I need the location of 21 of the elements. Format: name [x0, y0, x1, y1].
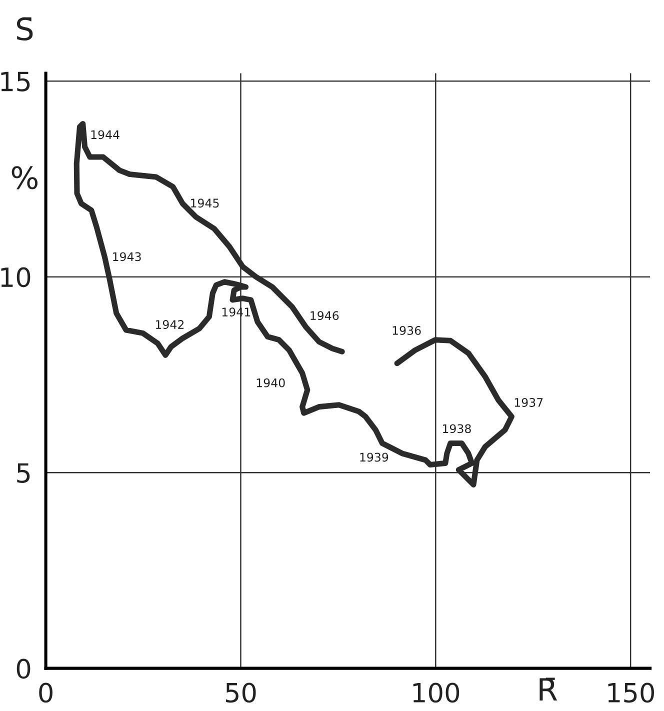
annotation: 1936 — [392, 326, 421, 335]
annotation: 1938 — [442, 424, 471, 434]
x-tick-label: 50 — [226, 682, 256, 703]
y-tick-label: 10 — [1, 267, 30, 288]
annotation: 1937 — [514, 398, 543, 407]
annotation: 1943 — [113, 252, 141, 262]
y-axis-title: S̄ — [16, 17, 33, 41]
annotation: 1939 — [360, 452, 388, 462]
annotation: 1946 — [310, 311, 339, 320]
annotation: 1942 — [156, 320, 184, 329]
annotation: 1945 — [191, 198, 219, 208]
x-axis-title: R̄ — [540, 678, 558, 700]
annotation: 1940 — [256, 378, 285, 388]
x-tick-label: 150 — [608, 682, 654, 703]
y-tick-label: 5 — [17, 463, 30, 483]
x-tick-label: 100 — [413, 682, 460, 703]
x-tick-label: 0 — [39, 682, 52, 703]
annotation: 1944 — [91, 130, 120, 140]
y-tick-label: 15 — [1, 72, 30, 92]
text: % — [12, 166, 38, 190]
y-tick-label: 0 — [16, 658, 30, 679]
